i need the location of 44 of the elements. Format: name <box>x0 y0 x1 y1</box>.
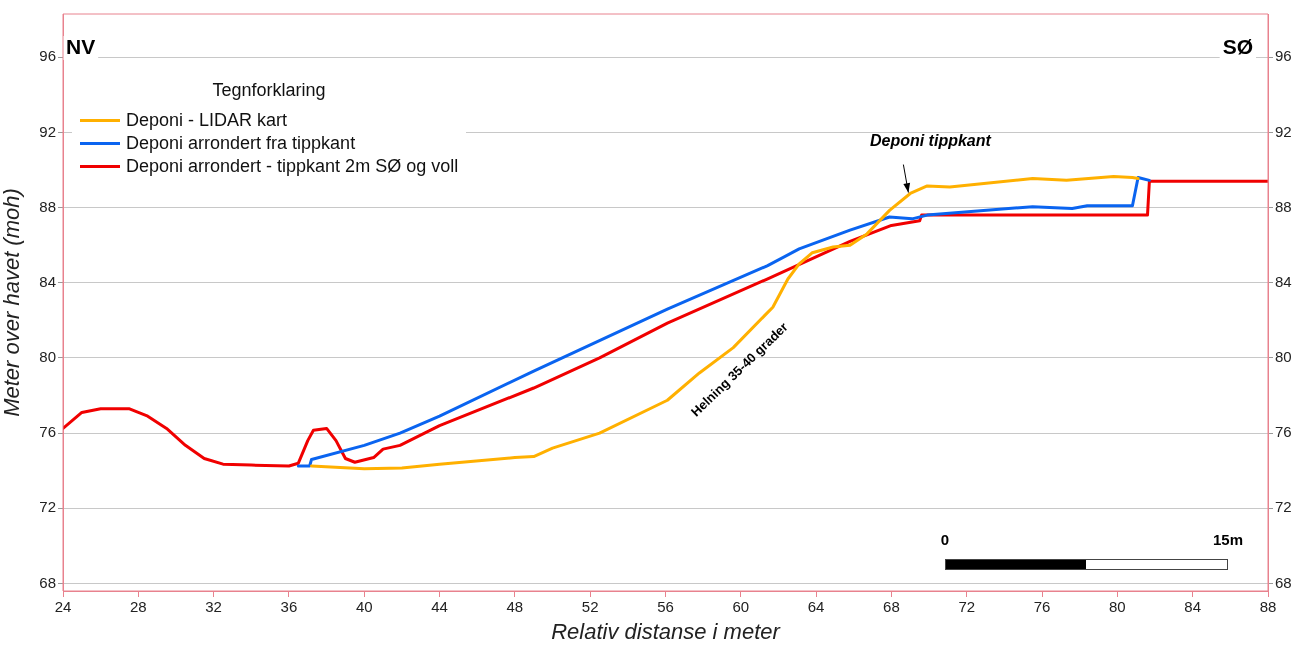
y2-tick-label: 68 <box>1275 573 1292 591</box>
y-tick-label: 68 <box>39 573 56 591</box>
x-tick-label: 40 <box>355 598 373 616</box>
x-tick-label: 84 <box>1184 598 1202 616</box>
legend-label: Deponi arrondert - tippkant 2m SØ og voll <box>126 156 459 177</box>
x-axis-title: Relativ distanse i meter <box>551 618 782 644</box>
y-axis-title: Meter over havet (moh) <box>0 188 25 417</box>
x-tick-label: 56 <box>657 598 674 616</box>
y-tick-label: 96 <box>39 47 56 65</box>
y-tick-label: 76 <box>39 423 56 441</box>
y2-tick-label: 80 <box>1275 348 1292 366</box>
x-tick-label: 32 <box>205 598 222 616</box>
x-tick-label: 72 <box>958 598 976 616</box>
x-tick-label: 60 <box>732 598 750 616</box>
annotation: 15m <box>1212 531 1244 549</box>
y2-tick-label: 96 <box>1275 47 1292 65</box>
legend-title: Tegnforklaring <box>211 80 327 101</box>
x-tick-label: 80 <box>1109 598 1126 616</box>
x-tick-label: 76 <box>1033 598 1051 616</box>
x-tick-label: 48 <box>506 598 524 616</box>
y2-tick-label: 92 <box>1275 122 1292 140</box>
y-tick-label: 72 <box>39 498 56 516</box>
annotation: Deponi tippkant <box>869 131 992 149</box>
y-tick-label: 84 <box>39 272 56 290</box>
annotation: SØ <box>1222 34 1253 58</box>
y-tick-label: 92 <box>39 122 56 140</box>
annotation: 0 <box>940 531 950 549</box>
x-tick-label: 44 <box>431 598 448 616</box>
y-tick-label: 88 <box>39 197 56 215</box>
x-tick-label: 28 <box>129 598 147 616</box>
x-tick-label: 24 <box>54 598 72 616</box>
x-tick-label: 64 <box>807 598 825 616</box>
x-tick-label: 52 <box>581 598 599 616</box>
legend-label: Deponi arrondert fra tippkant <box>126 133 356 154</box>
y2-tick-label: 72 <box>1275 498 1292 516</box>
y2-tick-label: 84 <box>1275 272 1292 290</box>
y2-tick-label: 76 <box>1275 423 1292 441</box>
legend-label: Deponi - LIDAR kart <box>126 110 288 131</box>
y-tick-label: 80 <box>39 348 56 366</box>
x-tick-label: 36 <box>280 598 298 616</box>
y2-tick-label: 88 <box>1275 197 1292 215</box>
x-tick-label: 88 <box>1259 598 1277 616</box>
annotation: NV <box>66 34 96 58</box>
x-tick-label: 68 <box>883 598 900 616</box>
